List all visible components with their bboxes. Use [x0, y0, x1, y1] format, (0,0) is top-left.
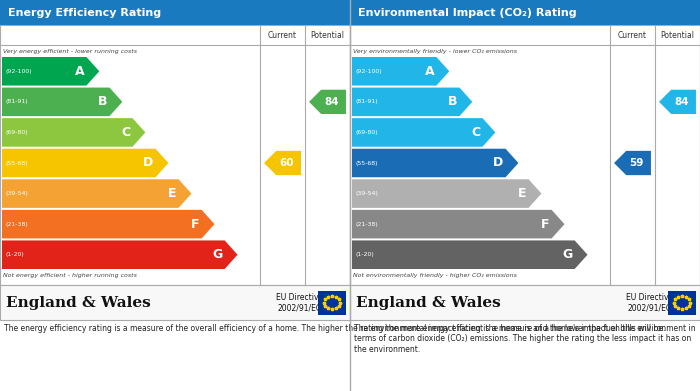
Text: England & Wales: England & Wales — [6, 296, 150, 310]
Polygon shape — [352, 240, 587, 269]
Text: Potential: Potential — [311, 30, 344, 39]
Bar — [0, 0, 350, 25]
Text: Environmental Impact (CO₂) Rating: Environmental Impact (CO₂) Rating — [358, 7, 577, 18]
Text: (55-68): (55-68) — [5, 160, 27, 165]
Text: B: B — [98, 95, 108, 108]
Polygon shape — [352, 210, 564, 239]
Polygon shape — [614, 151, 651, 175]
Text: F: F — [191, 218, 200, 231]
Bar — [350, 25, 700, 285]
Text: D: D — [144, 156, 153, 170]
Text: 59: 59 — [629, 158, 643, 168]
Bar — [0, 285, 350, 320]
Text: (92-100): (92-100) — [5, 69, 32, 74]
Bar — [318, 291, 346, 314]
Polygon shape — [264, 151, 301, 175]
Bar — [350, 0, 700, 25]
Text: (81-91): (81-91) — [5, 99, 27, 104]
Bar — [0, 25, 350, 285]
Text: Not environmentally friendly - higher CO₂ emissions: Not environmentally friendly - higher CO… — [353, 273, 517, 278]
Text: (81-91): (81-91) — [355, 99, 377, 104]
Text: (69-80): (69-80) — [5, 130, 27, 135]
Text: A: A — [425, 65, 435, 78]
Text: EU Directive
2002/91/EC: EU Directive 2002/91/EC — [626, 293, 673, 312]
Text: 84: 84 — [674, 97, 689, 107]
Polygon shape — [352, 179, 541, 208]
Text: (21-38): (21-38) — [5, 222, 28, 227]
Polygon shape — [352, 88, 473, 116]
Polygon shape — [2, 210, 214, 239]
Polygon shape — [2, 240, 237, 269]
Text: C: C — [471, 126, 480, 139]
Text: A: A — [75, 65, 85, 78]
Text: (1-20): (1-20) — [355, 252, 374, 257]
Text: (69-80): (69-80) — [355, 130, 377, 135]
Text: (1-20): (1-20) — [5, 252, 24, 257]
Text: C: C — [121, 126, 130, 139]
Text: Very energy efficient - lower running costs: Very energy efficient - lower running co… — [3, 49, 137, 54]
Text: (92-100): (92-100) — [355, 69, 382, 74]
Polygon shape — [2, 118, 146, 147]
Polygon shape — [2, 179, 191, 208]
Text: (39-54): (39-54) — [5, 191, 28, 196]
Text: E: E — [518, 187, 526, 200]
Text: Current: Current — [618, 30, 647, 39]
Text: E: E — [168, 187, 176, 200]
Text: D: D — [494, 156, 503, 170]
Polygon shape — [659, 90, 696, 114]
Text: Energy Efficiency Rating: Energy Efficiency Rating — [8, 7, 161, 18]
Bar — [668, 291, 696, 314]
Polygon shape — [309, 90, 346, 114]
Polygon shape — [2, 88, 122, 116]
Text: Potential: Potential — [661, 30, 694, 39]
Text: F: F — [541, 218, 550, 231]
Text: England & Wales: England & Wales — [356, 296, 500, 310]
Text: EU Directive
2002/91/EC: EU Directive 2002/91/EC — [276, 293, 323, 312]
Text: B: B — [448, 95, 458, 108]
Text: The energy efficiency rating is a measure of the overall efficiency of a home. T: The energy efficiency rating is a measur… — [4, 324, 666, 333]
Text: (21-38): (21-38) — [355, 222, 378, 227]
Polygon shape — [352, 118, 496, 147]
Text: (39-54): (39-54) — [355, 191, 378, 196]
Text: Very environmentally friendly - lower CO₂ emissions: Very environmentally friendly - lower CO… — [353, 49, 517, 54]
Polygon shape — [352, 149, 519, 177]
Text: Current: Current — [268, 30, 297, 39]
Text: Not energy efficient - higher running costs: Not energy efficient - higher running co… — [3, 273, 137, 278]
Polygon shape — [2, 57, 99, 86]
Text: 60: 60 — [279, 158, 293, 168]
Text: G: G — [562, 248, 573, 261]
Bar — [350, 285, 700, 320]
Text: The environmental impact rating is a measure of a home's impact on the environme: The environmental impact rating is a mea… — [354, 324, 696, 354]
Polygon shape — [352, 57, 449, 86]
Polygon shape — [2, 149, 169, 177]
Text: (55-68): (55-68) — [355, 160, 377, 165]
Text: G: G — [212, 248, 223, 261]
Text: 84: 84 — [324, 97, 339, 107]
